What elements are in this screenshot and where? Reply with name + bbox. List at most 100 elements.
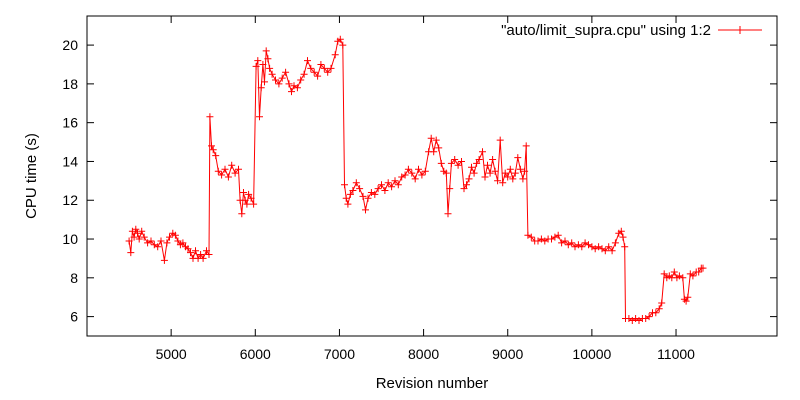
data-point: [415, 165, 422, 173]
data-point: [568, 239, 576, 247]
data-point: [658, 299, 666, 307]
data-point: [282, 68, 290, 76]
data-point: [519, 175, 527, 183]
data-point: [160, 256, 168, 264]
data-point: [554, 231, 562, 239]
data-point: [187, 249, 194, 257]
data-point: [499, 179, 507, 187]
data-point: [293, 84, 301, 92]
data-point: [470, 169, 478, 177]
data-point: [235, 165, 242, 173]
data-point: [486, 169, 494, 177]
x-tick-label: 7000: [324, 346, 355, 362]
data-point: [297, 76, 305, 84]
data-point: [522, 142, 530, 150]
data-point: [179, 239, 187, 247]
data-point: [346, 190, 354, 198]
data-point: [252, 62, 260, 70]
data-point: [268, 70, 276, 78]
data-point: [135, 235, 143, 243]
data-point: [514, 154, 522, 162]
data-point: [364, 194, 372, 202]
data-point: [256, 113, 263, 121]
data-point: [463, 181, 470, 189]
data-point: [243, 200, 251, 208]
data-point: [208, 142, 215, 150]
data-point: [684, 293, 692, 301]
data-point: [378, 181, 385, 189]
data-point: [427, 134, 435, 142]
data-point: [479, 148, 486, 156]
data-point: [344, 200, 352, 208]
data-point: [199, 254, 207, 262]
data-point: [447, 159, 455, 167]
data-point: [241, 196, 249, 204]
x-tick-label: 11000: [657, 346, 695, 362]
y-tick-label: 10: [62, 231, 78, 247]
data-point: [144, 239, 152, 247]
y-tick-label: 20: [62, 37, 78, 53]
y-tick-label: 18: [62, 76, 78, 92]
data-point: [444, 210, 452, 218]
data-point: [432, 136, 440, 144]
data-point: [163, 239, 171, 247]
data-point: [362, 206, 369, 214]
data-point: [558, 239, 566, 247]
data-point: [300, 70, 308, 78]
data-point: [259, 61, 267, 68]
data-point: [458, 158, 465, 165]
data-point: [320, 64, 328, 72]
data-point: [619, 233, 627, 241]
data-point: [489, 156, 497, 163]
data-point: [192, 247, 199, 255]
x-tick-label: 6000: [240, 346, 271, 362]
data-point: [655, 305, 663, 313]
y-axis-label: CPU time (s): [23, 133, 40, 219]
data-point: [591, 245, 599, 253]
data-point: [212, 152, 220, 160]
data-point: [317, 61, 325, 68]
legend: "auto/limit_supra.cpu" using 1:2: [501, 22, 762, 39]
data-point: [468, 163, 475, 171]
data-point: [228, 161, 236, 169]
data-point: [460, 185, 468, 193]
data-point: [509, 175, 517, 183]
data-point: [617, 227, 625, 235]
data-point: [336, 35, 344, 43]
data-point: [352, 179, 360, 187]
data-point: [221, 165, 229, 173]
series-line: [128, 38, 703, 322]
data-point: [166, 233, 173, 241]
data-point: [359, 192, 367, 200]
data-point: [205, 251, 213, 258]
x-tick-label: 10000: [572, 346, 611, 362]
data-point: [266, 64, 274, 72]
data-point: [203, 247, 210, 255]
data-point: [140, 233, 148, 241]
data-point: [394, 181, 402, 189]
data-point: [511, 169, 519, 177]
data-point: [288, 88, 295, 96]
data-point: [285, 80, 293, 88]
data-point: [310, 68, 318, 76]
data-point: [254, 57, 262, 65]
data-point: [501, 169, 509, 177]
data-point: [454, 161, 462, 169]
data-point: [356, 185, 364, 193]
data-point: [699, 264, 707, 272]
data-point: [278, 74, 286, 82]
data-point: [197, 251, 205, 258]
data-point: [689, 272, 697, 280]
data-point: [682, 297, 690, 305]
x-tick-label: 8000: [408, 346, 439, 362]
data-point: [404, 165, 412, 173]
y-tick-label: 6: [70, 309, 78, 325]
data-point: [275, 80, 283, 88]
data-point: [481, 173, 489, 181]
data-point: [231, 169, 239, 177]
data-point: [506, 165, 514, 173]
data-point: [551, 233, 559, 241]
data-point: [307, 64, 315, 72]
series-points: [125, 35, 707, 324]
